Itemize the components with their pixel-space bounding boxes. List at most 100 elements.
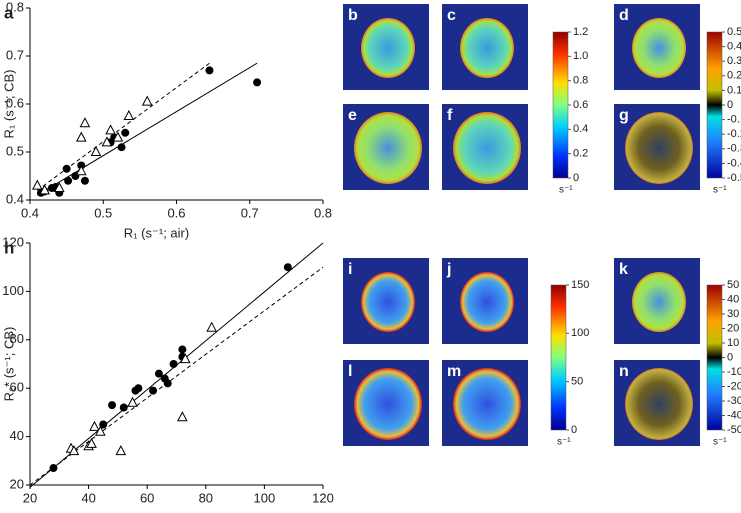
colorbar [706, 31, 723, 179]
colorbar-tick-label: -0.3 [727, 143, 741, 155]
colorbar-tick-label: -40 [727, 409, 741, 421]
point [123, 109, 135, 120]
point [94, 425, 106, 436]
colorbar-tick-label: 0.1 [727, 84, 741, 96]
x-tick-label: 80 [199, 490, 213, 505]
point [62, 164, 71, 173]
panel-letter: g [619, 107, 629, 124]
y-tick-label: 0.6 [6, 95, 24, 110]
colorbar-unit: s⁻¹ [713, 185, 727, 196]
colorbar-tick-label: -20 [727, 380, 741, 392]
colorbar [550, 284, 567, 431]
panel-letter: d [619, 7, 629, 24]
point [86, 437, 97, 448]
colorbar-tick-label: 0.8 [573, 75, 588, 87]
y-tick-label: 40 [10, 428, 24, 443]
x-tick-label: 0.4 [21, 205, 39, 220]
y-tick-label: 0.4 [6, 191, 24, 206]
point [119, 403, 128, 412]
map-brain [625, 112, 693, 184]
point [134, 384, 143, 393]
colorbar-tick-label: 20 [727, 322, 739, 334]
colorbar-tick-label: -10 [727, 366, 741, 378]
point [64, 176, 73, 185]
y-tick-label: 120 [2, 234, 24, 249]
point [205, 66, 214, 75]
x-tick-label: 60 [140, 490, 154, 505]
x-tick-label: 0.7 [241, 205, 259, 220]
colorbar-tick-label: -0.2 [727, 128, 741, 140]
point [68, 445, 80, 456]
point [108, 401, 117, 410]
point [253, 78, 262, 87]
y-tick-label: 20 [10, 476, 24, 491]
map-brain [453, 112, 521, 184]
y-tick-label: 0.5 [6, 143, 24, 158]
colorbar-tick-label: 0.3 [727, 55, 741, 67]
colorbar-tick-label: 0 [727, 351, 733, 363]
map-brain [460, 272, 514, 332]
colorbar-tick-label: 100 [571, 327, 589, 339]
panel-letter: e [348, 107, 357, 124]
colorbar-tick-label: 40 [727, 293, 739, 305]
colorbar-tick-label: 1.0 [573, 50, 588, 62]
point [283, 263, 292, 272]
panel-letter: c [447, 7, 456, 24]
colorbar-tick-label: 10 [727, 337, 739, 349]
x-tick-label: 0.6 [167, 205, 185, 220]
colorbar-tick-label: 30 [727, 308, 739, 320]
colorbar-unit: s⁻¹ [713, 437, 727, 448]
fit-line [29, 266, 324, 486]
colorbar-tick-label: 0.4 [573, 123, 588, 135]
point [179, 353, 191, 364]
panel-letter: j [446, 261, 451, 278]
colorbar-tick-label: -0.5 [727, 172, 741, 184]
point [79, 117, 91, 128]
panel-letter: n [619, 363, 629, 380]
panel-letter: l [348, 363, 352, 380]
map-brain [361, 18, 415, 78]
colorbar-tick-label: 50 [571, 376, 583, 388]
point [163, 379, 172, 388]
colorbar-unit: s⁻¹ [559, 185, 573, 196]
map-brain [453, 368, 521, 440]
colorbar-tick-label: -0.4 [727, 157, 741, 169]
colorbar-tick-label: -30 [727, 395, 741, 407]
point [49, 464, 58, 473]
panel-letter: f [447, 107, 453, 124]
x-tick-label: 0.5 [94, 205, 112, 220]
point [89, 420, 100, 431]
colorbar [706, 284, 723, 431]
point [154, 369, 163, 378]
map-brain [460, 18, 514, 78]
panel-letter: b [348, 7, 358, 24]
point [112, 131, 124, 142]
colorbar-tick-label: 150 [571, 279, 589, 291]
point [206, 321, 217, 332]
panel-letter: i [348, 261, 352, 278]
x-tick-label: 100 [254, 490, 276, 505]
colorbar-tick-label: 0 [573, 172, 579, 184]
point [75, 131, 87, 142]
x-tick-label: 40 [81, 490, 95, 505]
point [115, 445, 127, 456]
colorbar-tick-label: 0 [727, 99, 733, 111]
fit-line [37, 62, 210, 191]
fit-line [37, 62, 258, 196]
colorbar-tick-label: 1.2 [573, 26, 588, 38]
point [99, 420, 108, 429]
y-axis-label: R₁ (s⁻¹; CB) [1, 69, 16, 138]
y-tick-label: 60 [10, 380, 24, 395]
panel-letter: k [619, 261, 628, 278]
colorbar-tick-label: 0 [571, 424, 577, 436]
panel-label: h [4, 238, 14, 257]
x-tick-label: 120 [312, 490, 334, 505]
y-tick-label: 0.8 [6, 0, 24, 14]
x-tick-label: 0.8 [314, 205, 332, 220]
colorbar-tick-label: 0.4 [727, 41, 741, 53]
y-tick-label: 100 [2, 283, 24, 298]
map-brain [625, 368, 693, 440]
point [105, 124, 116, 135]
colorbar-tick-label: 0.6 [573, 99, 588, 111]
